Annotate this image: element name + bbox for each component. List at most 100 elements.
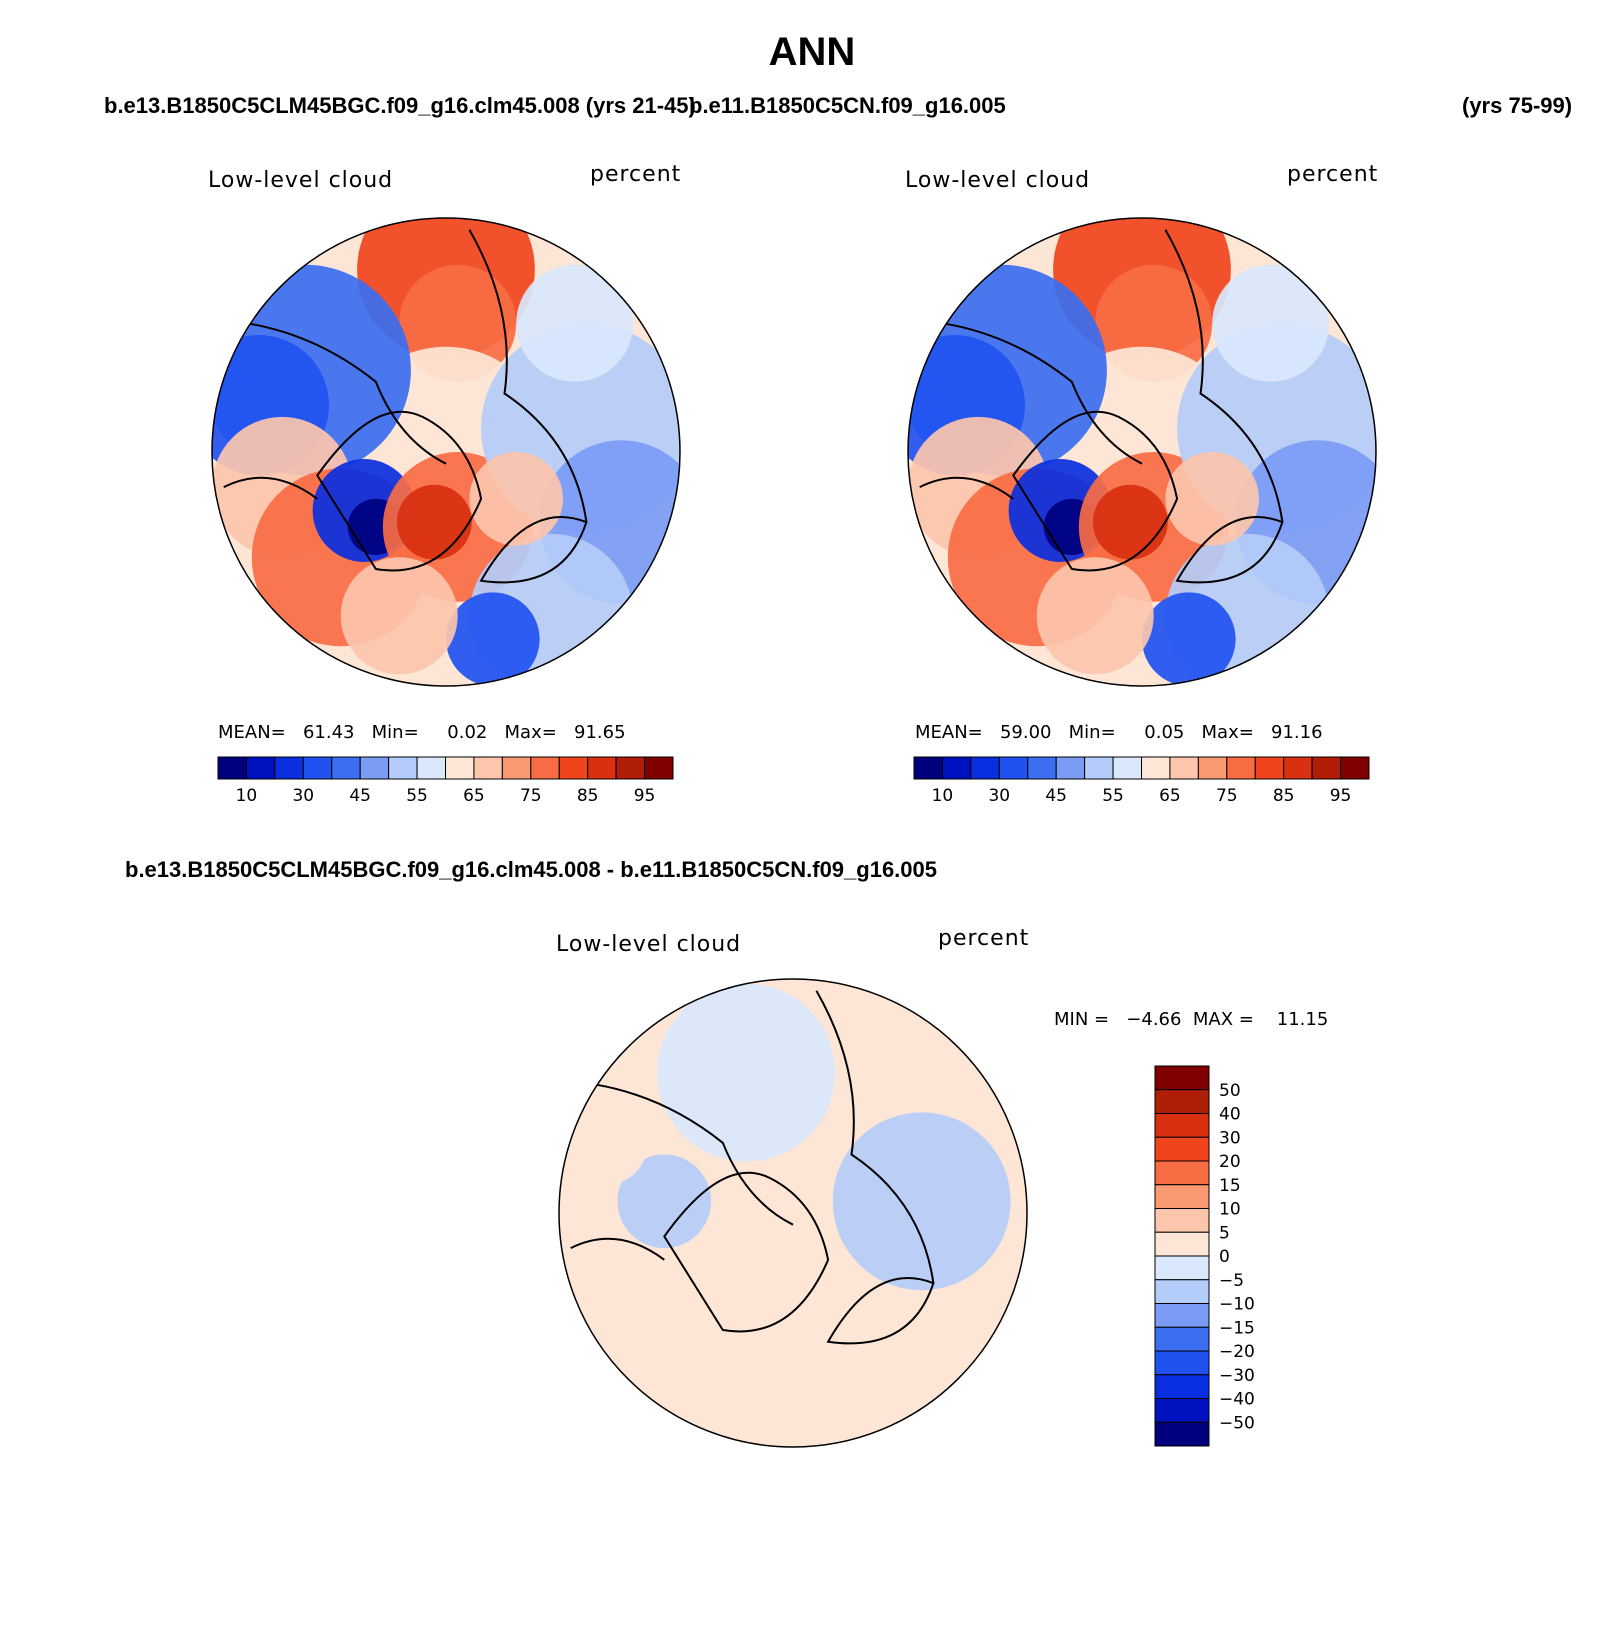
- panel3-colorbar-tick-label: 0: [1219, 1247, 1230, 1267]
- panel3-colorbar-swatch-3: [1154, 1136, 1210, 1162]
- panel2-colorbar-tick-label: 10: [932, 786, 954, 806]
- panel2-mean-value: 59.00: [999, 722, 1052, 743]
- panel2-map-boundary: [907, 217, 1377, 687]
- panel2-colorbar-swatch-15: [1340, 756, 1370, 780]
- panel1-map-boundary: [211, 217, 681, 687]
- panel3-field: [559, 979, 1027, 1447]
- panel3-colorbar-swatch-0: [1154, 1065, 1210, 1091]
- panel3-colorbar-swatch-10: [1154, 1303, 1210, 1328]
- panel3-colorbar-swatch-8: [1154, 1255, 1210, 1281]
- panel1-field-contour-16: [469, 452, 563, 546]
- panel2-variable-label: Low-level cloud: [905, 168, 1091, 193]
- panel3-colorbar-swatch-14: [1154, 1398, 1210, 1423]
- panel1-colorbar-swatch-1: [245, 756, 276, 780]
- panel1-units-label: percent: [590, 162, 682, 187]
- panel1-colorbar-swatch-7: [416, 756, 446, 780]
- panel3-coastline-3: [593, 1083, 794, 1226]
- panel3-colorbar-swatch-2: [1154, 1113, 1210, 1138]
- panel3-variable-label: Low-level cloud: [556, 932, 742, 957]
- panel3-colorbar-swatch-5: [1154, 1184, 1210, 1209]
- panel2-mean-label: MEAN=: [915, 722, 983, 743]
- panel3-colorbar-tick-label: 5: [1219, 1223, 1230, 1243]
- panel1-colorbar-tick-label: 85: [577, 786, 599, 806]
- panel2-field-contour-15: [1036, 557, 1154, 675]
- panel1-coastline-0: [316, 410, 483, 572]
- panel1-max-label: Max=: [504, 722, 557, 743]
- panel2-colorbar-swatch-7: [1112, 756, 1142, 780]
- panel2-colorbar-swatch-1: [941, 756, 972, 780]
- panel1-colorbar-tick-label: 30: [292, 786, 314, 806]
- panel1-colorbar-swatch-12: [558, 756, 589, 780]
- panel3-colorbar-tick-label: 10: [1219, 1200, 1241, 1220]
- panel2-field-contour-14: [1142, 592, 1236, 686]
- panel3-colorbar-swatch-6: [1154, 1208, 1210, 1233]
- panel3-field-contour-0: [657, 983, 836, 1162]
- panel3-colorbar-tick-label: 20: [1219, 1152, 1241, 1172]
- panel1-colorbar-swatch-4: [331, 756, 361, 780]
- panel1-colorbar-tick-label: 10: [236, 786, 258, 806]
- panel2-field: [908, 218, 1376, 686]
- panel3-field-contour-2: [617, 1154, 712, 1249]
- panel3-field-contour-4: [711, 1224, 758, 1272]
- panel1-field: [212, 218, 680, 686]
- panel1-coastline-4: [223, 476, 318, 500]
- panel3-colorbar-tick-label: −20: [1219, 1342, 1255, 1362]
- panel1-min-value: 0.02: [447, 722, 488, 743]
- panel3-colorbar-tick-label: −15: [1219, 1318, 1255, 1338]
- panel1-colorbar-tick-label: 95: [634, 786, 656, 806]
- panel1-colorbar-swatch-10: [501, 756, 532, 780]
- panel2-colorbar-tick-label: 75: [1216, 786, 1238, 806]
- panel3-colorbar-tick-label: −30: [1219, 1366, 1255, 1386]
- panel1-colorbar-swatch-13: [587, 756, 617, 780]
- panel2-colorbar-tick-label: 55: [1102, 786, 1124, 806]
- panel3-min-label: MIN =: [1054, 1009, 1110, 1030]
- panel2-colorbar-swatch-2: [970, 756, 1000, 780]
- panel2-colorbar-tick-label: 30: [988, 786, 1010, 806]
- panel2-colorbar-swatch-13: [1283, 756, 1313, 780]
- panel1-colorbar-swatch-14: [615, 756, 646, 780]
- panel1-colorbar-swatch-11: [530, 756, 560, 780]
- panel1-field-contour-15: [340, 557, 458, 675]
- panel3-colorbar-tick-label: −50: [1219, 1413, 1255, 1433]
- panel3-field-contour-7: [725, 1215, 744, 1235]
- panel3-colorbar-swatch-7: [1154, 1231, 1210, 1257]
- panel3-coastline-0: [663, 1171, 830, 1333]
- panel2-colorbar-tick-label: 45: [1045, 786, 1067, 806]
- panel3-colorbar-tick-label: −10: [1219, 1295, 1255, 1315]
- panel1-stats: MEAN= 61.43 Min= 0.02 Max= 91.65: [218, 722, 626, 743]
- panel1-colorbar-swatch-8: [445, 756, 475, 780]
- panel1-variable-label: Low-level cloud: [208, 168, 394, 193]
- panel1-field-contour-17: [516, 264, 634, 382]
- panel3-colorbar-tick-label: −40: [1219, 1390, 1255, 1410]
- panel1-colorbar-tick-label: 45: [349, 786, 371, 806]
- panel2-coastline-4: [919, 476, 1014, 500]
- panel2-stats: MEAN= 59.00 Min= 0.05 Max= 91.16: [915, 722, 1323, 743]
- panel3-field-contour-6: [874, 1014, 922, 1061]
- panel1-min-label: Min=: [371, 722, 419, 743]
- panel3-field-contour-1: [832, 1112, 1011, 1291]
- panel2-colorbar-swatch-3: [998, 756, 1029, 780]
- panel2-field-contour-16: [1165, 452, 1259, 546]
- panel2-colorbar-swatch-12: [1254, 756, 1285, 780]
- panel2-colorbar-tick-label: 95: [1330, 786, 1352, 806]
- panel2-max-value: 91.16: [1271, 722, 1323, 743]
- panel1-colorbar-tick-label: 55: [406, 786, 428, 806]
- panel2-colorbar-swatch-14: [1311, 756, 1342, 780]
- panel3-colorbar-swatch-12: [1154, 1350, 1210, 1376]
- panel1-colorbar-swatch-0: [217, 756, 247, 780]
- panel2-min-value: 0.05: [1144, 722, 1185, 743]
- panel3-field-contour-5: [563, 1100, 648, 1185]
- difference-label: b.e13.B1850C5CLM45BGC.f09_g16.clm45.008 …: [125, 857, 938, 882]
- panel2-field-contour-10: [1092, 484, 1168, 560]
- panel2-units-label: percent: [1287, 162, 1379, 187]
- panel1-colorbar-swatch-15: [644, 756, 674, 780]
- panel1-mean-label: MEAN=: [218, 722, 286, 743]
- panel3-field-contour-3: [715, 1252, 847, 1384]
- panel1-max-value: 91.65: [574, 722, 626, 743]
- panel2-colorbar-swatch-9: [1169, 756, 1199, 780]
- panel1-colorbar-tick-label: 75: [520, 786, 542, 806]
- panel3-colorbar-swatch-11: [1154, 1326, 1210, 1352]
- panel3-max-label: MAX =: [1192, 1009, 1254, 1030]
- panel2-colorbar-swatch-10: [1197, 756, 1228, 780]
- panel3-colorbar-tick-label: 50: [1219, 1081, 1241, 1101]
